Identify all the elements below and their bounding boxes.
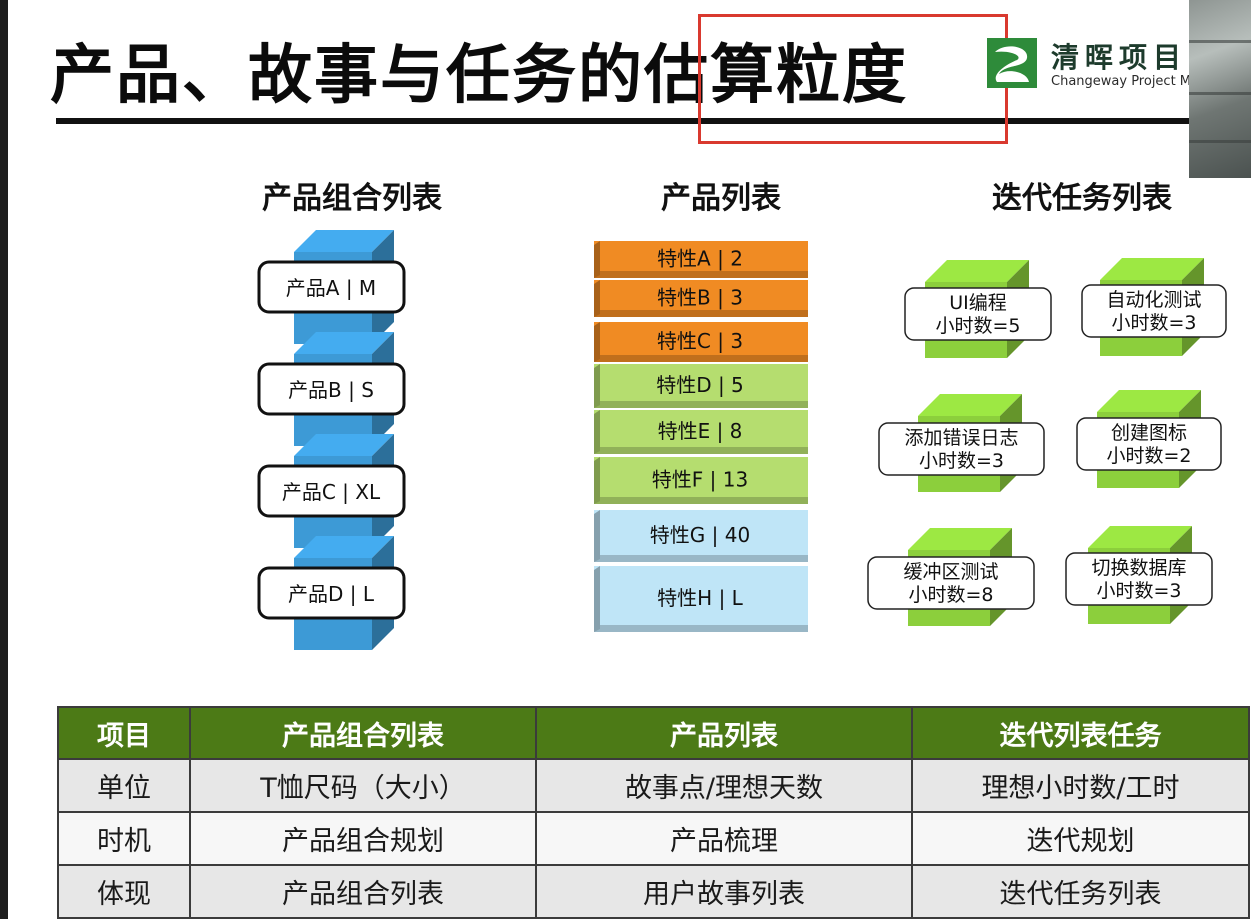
backlog-item: 特性H | L	[594, 566, 808, 632]
backlog-item-label: 特性G | 40	[650, 523, 750, 547]
backlog-item: 特性F | 13	[594, 457, 808, 504]
table-cell: 产品组合规划	[189, 811, 537, 866]
sprint-task-hours: 小时数=2	[1106, 445, 1191, 467]
portfolio-item: 产品A | M	[257, 230, 406, 344]
table-header-cell: 项目	[57, 706, 191, 760]
table-cell: 迭代规划	[911, 811, 1250, 866]
table-cell: 迭代任务列表	[911, 864, 1250, 919]
company-logo: 清晖项目 Changeway Project Ma	[985, 32, 1199, 98]
portfolio-heading: 产品组合列表	[262, 181, 442, 216]
title-underline	[56, 118, 1191, 124]
slide-title: 产品、故事与任务的估算粒度	[50, 39, 908, 113]
table-row: 体现 产品组合列表 用户故事列表 迭代任务列表	[57, 864, 1250, 919]
sprint-task-name: 切换数据库	[1091, 557, 1186, 579]
portfolio-item-label: 产品D | L	[288, 582, 375, 606]
portfolio-item-label: 产品B | S	[288, 378, 374, 402]
backlog-item: 特性G | 40	[594, 510, 808, 562]
table-header-cell: 产品组合列表	[189, 706, 537, 760]
backlog-item: 特性E | 8	[594, 410, 808, 454]
portfolio-item: 产品D | L	[257, 536, 406, 650]
table-row: 时机 产品组合规划 产品梳理 迭代规划	[57, 811, 1250, 866]
table-cell: 用户故事列表	[535, 864, 913, 919]
portfolio-item-label: 产品A | M	[286, 276, 376, 300]
table-cell: 产品梳理	[535, 811, 913, 866]
sprint-task-name: UI编程	[949, 292, 1007, 314]
sprint-task-hours: 小时数=3	[1111, 312, 1196, 334]
table-cell: 理想小时数/工时	[911, 758, 1250, 813]
sprint-task-name: 自动化测试	[1106, 289, 1201, 311]
sprint-task-hours: 小时数=5	[935, 315, 1020, 337]
portfolio-item-label: 产品C | XL	[282, 480, 381, 504]
backlog-item-label: 特性C | 3	[657, 329, 743, 353]
logo-chinese-text: 清晖项目	[1051, 41, 1188, 74]
sprint-task-hours: 小时数=3	[919, 450, 1004, 472]
table-cell: 单位	[57, 758, 191, 813]
backlog-item-label: 特性F | 13	[652, 468, 748, 492]
sprint-task-name: 创建图标	[1111, 422, 1187, 444]
backlog-heading: 产品列表	[661, 181, 781, 216]
sprint-heading: 迭代任务列表	[992, 181, 1172, 216]
comparison-table: 项目 产品组合列表 产品列表 迭代列表任务 单位 T恤尺码（大小） 故事点/理想…	[57, 706, 1250, 919]
backlog-item-label: 特性A | 2	[657, 247, 743, 271]
portfolio-item: 产品B | S	[257, 332, 406, 446]
table-cell: 产品组合列表	[189, 864, 537, 919]
backlog-item-label: 特性D | 5	[656, 373, 744, 397]
estimation-diagram: 产品A | M 产品B | S 产品C | XL 产品D | L 特性A | 2 特性B …	[257, 230, 1227, 650]
sprint-task-hours: 小时数=8	[908, 584, 993, 606]
table-cell: 故事点/理想天数	[535, 758, 913, 813]
table-cell: 时机	[57, 811, 191, 866]
backlog-item-label: 特性H | L	[657, 586, 743, 610]
sprint-task-hours: 小时数=3	[1096, 580, 1181, 602]
table-row: 单位 T恤尺码（大小） 故事点/理想天数 理想小时数/工时	[57, 758, 1250, 813]
webcam-overlay	[1189, 0, 1251, 178]
table-cell: T恤尺码（大小）	[189, 758, 537, 813]
backlog-item-label: 特性E | 8	[658, 419, 743, 443]
logo-mark-icon	[987, 38, 1037, 88]
backlog-item: 特性D | 5	[594, 364, 808, 408]
window-edge	[0, 0, 8, 919]
backlog-item: 特性C | 3	[594, 322, 808, 362]
backlog-item-label: 特性B | 3	[657, 286, 743, 310]
sprint-task-name: 添加错误日志	[904, 427, 1018, 449]
table-header-row: 项目 产品组合列表 产品列表 迭代列表任务	[57, 706, 1250, 760]
backlog-item: 特性A | 2	[594, 241, 808, 278]
backlog-item: 特性B | 3	[594, 280, 808, 317]
sprint-task-name: 缓冲区测试	[903, 561, 998, 583]
portfolio-item: 产品C | XL	[257, 434, 406, 548]
table-header-cell: 产品列表	[535, 706, 913, 760]
logo-english-text: Changeway Project Ma	[1051, 74, 1199, 89]
table-cell: 体现	[57, 864, 191, 919]
table-header-cell: 迭代列表任务	[911, 706, 1250, 760]
